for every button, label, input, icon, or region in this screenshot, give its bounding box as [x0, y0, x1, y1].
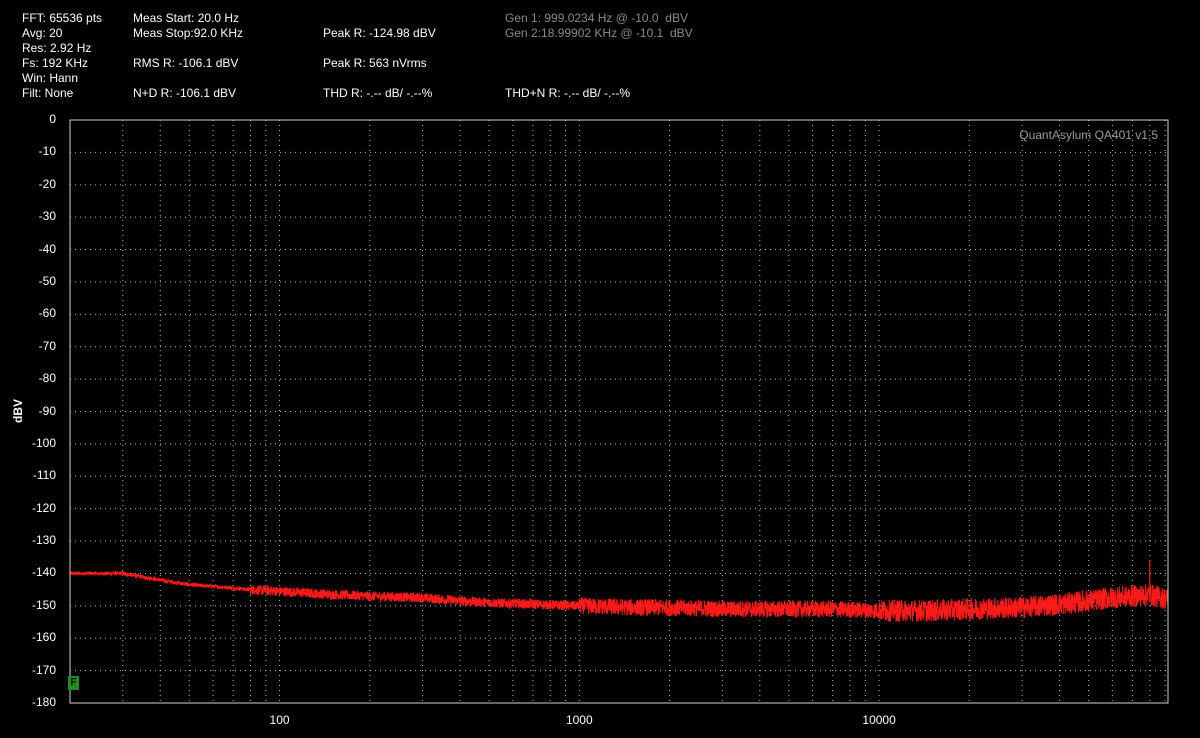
gen1-setting: Gen 1: 999.0234 Hz @ -10.0 dBV — [505, 11, 688, 25]
y-tick-label: 0 — [49, 112, 56, 126]
avg-count: Avg: 20 — [22, 26, 63, 40]
y-tick-label: -140 — [31, 565, 56, 580]
y-tick-label: -130 — [31, 533, 56, 548]
y-tick-label: -180 — [31, 695, 56, 709]
y-tick-label: -90 — [38, 403, 56, 418]
x-tick-label: 10000 — [862, 713, 896, 727]
y-tick-label: -10 — [38, 144, 56, 159]
y-tick-label: -40 — [38, 241, 56, 256]
y-tick-label: -160 — [31, 630, 56, 645]
gen2-setting: Gen 2:18.99902 KHz @ -10.1 dBV — [505, 26, 693, 40]
meas-start: Meas Start: 20.0 Hz — [133, 11, 240, 25]
spectrum-trace — [69, 570, 1169, 623]
meas-stop: Meas Stop:92.0 KHz — [133, 26, 244, 40]
y-tick-label: -70 — [38, 338, 56, 353]
x-tick-label: 1000 — [565, 713, 593, 727]
app-watermark: QuantAsylum QA401 v1.5 — [1019, 128, 1158, 142]
peak-nv-reading: Peak R: 563 nVrms — [323, 56, 427, 70]
y-tick-label: -110 — [32, 468, 56, 483]
y-tick-label: -60 — [38, 306, 56, 321]
thdn-reading: THD+N R: -.-- dB/ -.--% — [505, 86, 630, 100]
y-tick-label: -170 — [31, 662, 56, 677]
resolution: Res: 2.92 Hz — [22, 41, 92, 55]
y-tick-label: -50 — [38, 273, 56, 288]
y-tick-label: -30 — [38, 209, 56, 224]
thd-reading: THD R: -.-- dB/ -.--% — [323, 86, 433, 100]
y-tick-label: -80 — [38, 371, 56, 386]
filter: Filt: None — [22, 86, 74, 100]
x-tick-label: 100 — [269, 713, 290, 727]
y-tick-label: -100 — [31, 435, 56, 450]
y-tick-label: -20 — [38, 176, 56, 191]
noise-distortion-reading: N+D R: -106.1 dBV — [133, 86, 237, 100]
rms-reading: RMS R: -106.1 dBV — [133, 56, 239, 70]
y-tick-label: -150 — [31, 597, 56, 612]
y-axis-label: dBV — [11, 399, 25, 423]
peak-dbv-reading: Peak R: -124.98 dBV — [323, 26, 436, 40]
f-badge[interactable]: F — [68, 676, 79, 690]
y-tick-label: -120 — [31, 500, 56, 515]
fft-points: FFT: 65536 pts — [22, 11, 103, 25]
window-type: Win: Hann — [22, 71, 79, 85]
sample-rate: Fs: 192 KHz — [22, 56, 89, 70]
plot-frame — [69, 119, 1169, 704]
